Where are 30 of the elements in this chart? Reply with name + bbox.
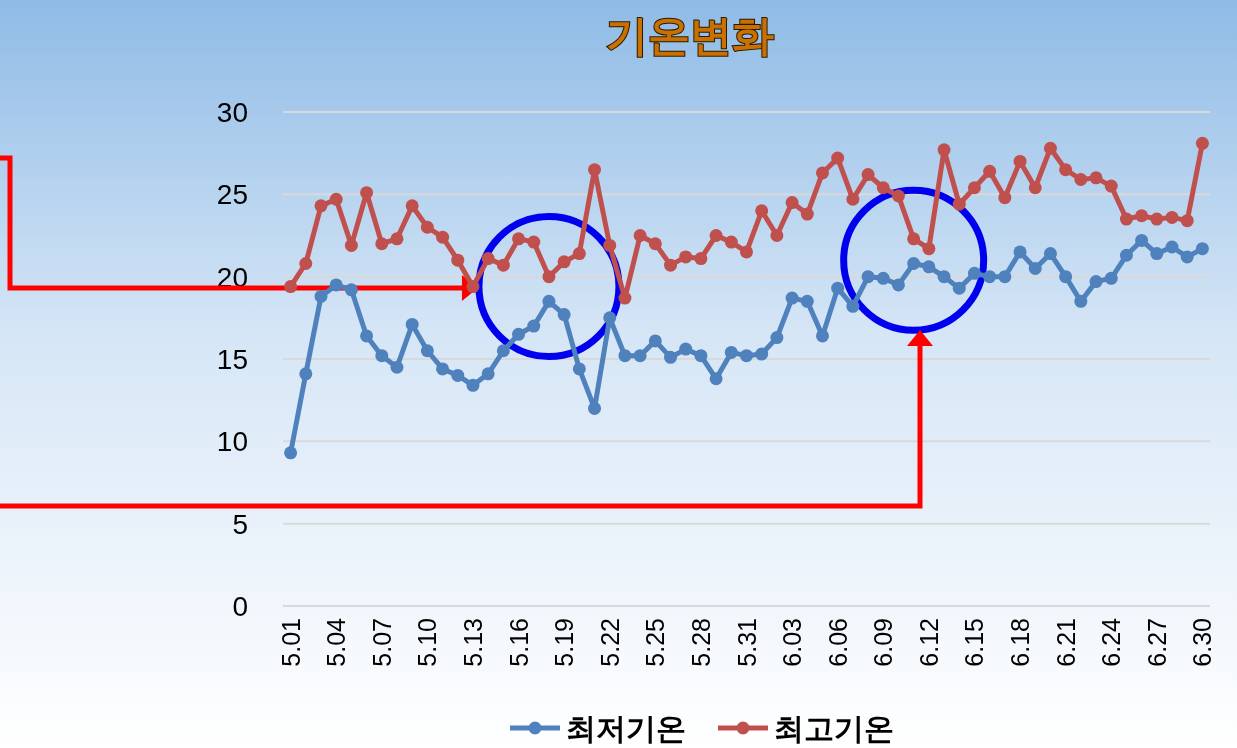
- x-tick-label: 6.27: [1142, 618, 1171, 667]
- x-tick-label: 6.09: [869, 618, 898, 667]
- x-tick-label: 5.13: [458, 618, 487, 667]
- x-tick-label: 5.31: [732, 618, 761, 667]
- x-tick-label: 6.24: [1097, 617, 1126, 667]
- x-tick-label: 5.10: [413, 618, 442, 667]
- x-tick-label: 5.22: [595, 618, 624, 667]
- y-tick-label: 10: [216, 426, 248, 458]
- y-tick-label: 25: [216, 179, 248, 211]
- legend-label: 최저기온: [566, 712, 686, 745]
- x-tick-label: 6.15: [960, 618, 989, 667]
- x-tick-label: 6.03: [778, 618, 807, 667]
- y-tick-label: 5: [232, 508, 248, 540]
- x-tick-label: 5.25: [641, 618, 670, 667]
- y-tick-label: 15: [216, 344, 248, 375]
- x-tick-label: 5.19: [550, 618, 579, 667]
- x-tick-label: 6.18: [1006, 618, 1035, 667]
- x-tick-label: 6.30: [1188, 618, 1217, 667]
- y-tick-label: 0: [232, 591, 248, 622]
- x-tick-label: 5.07: [367, 618, 396, 667]
- x-tick-label: 5.28: [686, 618, 715, 667]
- x-tick-label: 5.04: [322, 617, 351, 667]
- y-tick-label: 30: [216, 97, 248, 128]
- x-tick-label: 6.21: [1051, 618, 1080, 667]
- chart-title: 기온변화: [606, 12, 774, 59]
- x-tick-label: 5.16: [504, 618, 533, 667]
- x-tick-label: 6.12: [914, 618, 943, 667]
- x-tick-label: 5.01: [276, 618, 305, 667]
- x-tick-label: 6.06: [823, 618, 852, 667]
- legend-label: 최고기온: [774, 712, 894, 745]
